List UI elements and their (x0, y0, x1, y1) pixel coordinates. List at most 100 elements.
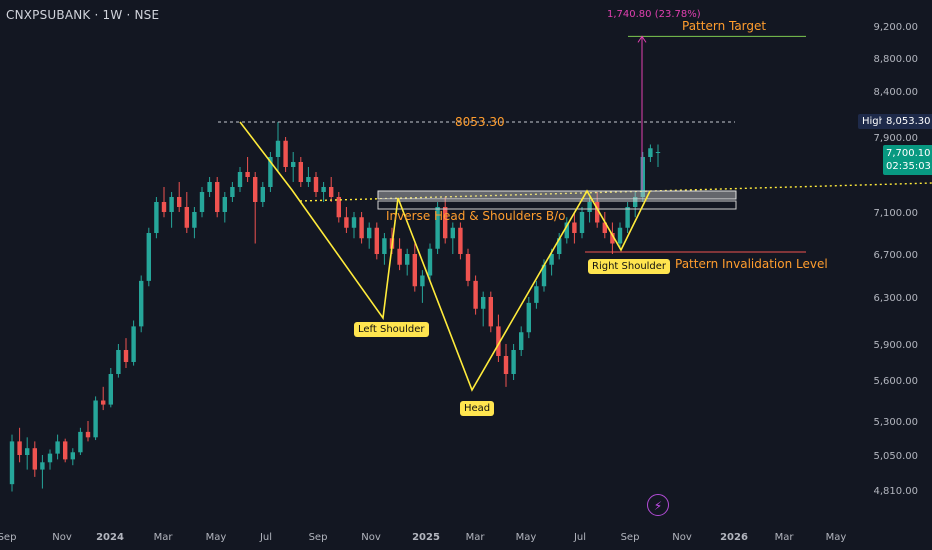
candle-body (237, 172, 243, 187)
breakout-zone (377, 190, 737, 200)
candle-body (367, 227, 372, 239)
candle-body (427, 248, 433, 276)
x-tick-label: Mar (775, 532, 795, 543)
candle-body (108, 374, 113, 405)
candle-body (199, 192, 205, 212)
candle-body (541, 264, 547, 287)
candle-body (572, 222, 577, 233)
target-measure-label: 1,740.80 (23.78%) (607, 9, 701, 20)
candle-body (655, 152, 661, 153)
y-tick-label: 5,300.00 (873, 417, 918, 428)
candle-body (564, 222, 569, 239)
candle-body (40, 462, 45, 470)
x-tick-label: May (206, 532, 227, 543)
candle-body (63, 441, 68, 460)
candle-body (283, 140, 288, 167)
candle-body (161, 202, 167, 212)
symbol-label[interactable]: CNXPSUBANK · 1W · NSE (6, 8, 160, 22)
candle-body (382, 238, 387, 254)
lightning-icon[interactable]: ⚡ (647, 494, 669, 516)
candle-body (306, 177, 311, 182)
candle-body (557, 238, 562, 254)
candle-body (253, 177, 258, 202)
candle-body (344, 217, 349, 228)
x-tick-label: 2026 (720, 532, 748, 543)
left-shoulder-tag: Left Shoulder (354, 322, 429, 337)
x-tick-label: Sep (621, 532, 640, 543)
candle-body (192, 212, 197, 228)
pattern-zigzag (239, 121, 651, 392)
candle-body (488, 297, 493, 327)
candle-body (519, 332, 524, 350)
candle-body (336, 197, 341, 218)
candle-body (450, 227, 455, 239)
right-shoulder-tag: Right Shoulder (588, 259, 671, 274)
x-tick-label: May (516, 532, 537, 543)
candle-body (549, 254, 554, 265)
candle-body (351, 217, 357, 228)
candle-body (640, 157, 645, 197)
x-tick-label: May (826, 532, 847, 543)
neckline-label: Inverse Head & Shoulders B/o (386, 209, 566, 223)
candle-body (465, 254, 471, 281)
x-tick-label: Nov (52, 532, 72, 543)
x-tick-label: Sep (309, 532, 328, 543)
head-tag: Head (460, 401, 495, 416)
candle-body (481, 297, 486, 309)
y-tick-label: 8,800.00 (873, 54, 918, 65)
candle-body (633, 197, 638, 207)
candle-body (291, 162, 296, 167)
current-price-tag: 7,700.10 02:35:03 (883, 145, 932, 175)
candle-body (473, 280, 478, 309)
candle-body (47, 453, 53, 463)
candle-body (313, 177, 319, 192)
candle-body (25, 448, 30, 455)
candle-body (268, 157, 273, 187)
x-tick-label: 2024 (96, 532, 124, 543)
candle-body (443, 207, 448, 239)
candle-body (602, 222, 607, 233)
candle-body (435, 207, 440, 249)
invalidation-label: Pattern Invalidation Level (675, 257, 828, 271)
y-tick-label: 6,700.00 (873, 250, 918, 261)
candle-body (139, 280, 144, 327)
countdown-value: 02:35:03 (886, 161, 931, 172)
candle-body (123, 350, 129, 362)
candle-body (9, 441, 15, 485)
candle-body (511, 350, 516, 374)
candle-body (617, 227, 623, 244)
high-price-tag-label: High (858, 114, 889, 129)
high-price-tag-value: 8,053.30 (882, 114, 932, 129)
candle-body (146, 233, 151, 281)
candle-body (215, 182, 220, 212)
x-tick-label: Nov (672, 532, 692, 543)
candle-body (169, 197, 174, 212)
y-tick-label: 7,900.00 (873, 133, 918, 144)
candle-body (55, 441, 60, 454)
candle-body (245, 172, 250, 177)
candle-body (420, 275, 425, 287)
candle-body (587, 202, 592, 212)
candle-body (116, 350, 121, 374)
target-arrow-head (637, 35, 647, 43)
candle-body (32, 448, 37, 470)
current-price-value: 7,700.10 (886, 148, 931, 159)
candle-body (85, 431, 91, 438)
candle-body (222, 197, 227, 212)
y-tick-label: 5,050.00 (873, 451, 918, 462)
candle-body (397, 248, 402, 265)
time-axis: Sep Nov 2024 Mar May Jul Sep Nov 2025 Mar May Jul Se… (0, 532, 846, 543)
candle-body (275, 140, 281, 157)
y-tick-label: 8,400.00 (873, 87, 918, 98)
candle-body (207, 182, 212, 192)
pattern-overlay (218, 35, 932, 392)
candle-body (101, 400, 106, 405)
neckline-dotted (299, 182, 932, 202)
candle-body (329, 187, 334, 197)
candles (9, 122, 661, 492)
candle-body (298, 162, 303, 182)
x-tick-label: Sep (0, 532, 16, 543)
candle-body (70, 452, 75, 460)
